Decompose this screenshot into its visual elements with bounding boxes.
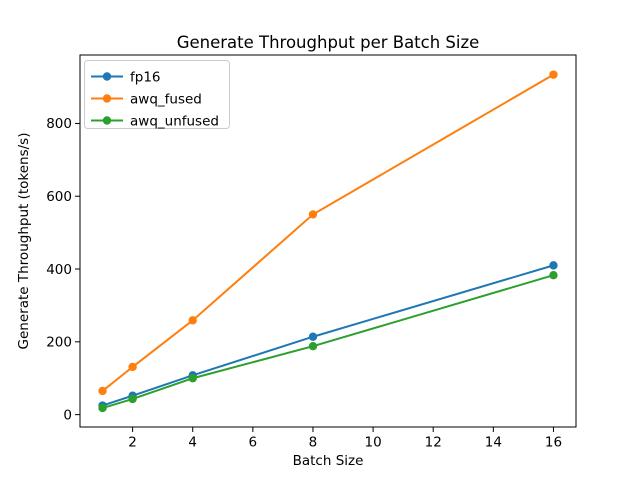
data-series [98, 70, 558, 413]
data-point-marker-awq_fused [98, 386, 107, 396]
legend-label: awq_fused [130, 91, 202, 107]
x-axis-ticks: 2 4 6 8 10 12 14 16 [128, 427, 562, 451]
data-point-marker-awq_unfused [549, 271, 558, 280]
chart-title: Generate Throughput per Batch Size [177, 33, 480, 52]
legend: fp16 awq_fused awq_unfused [84, 60, 230, 129]
data-point-marker-fp16 [308, 332, 318, 341]
data-point-marker-awq_fused [308, 210, 318, 219]
y-tick-label: 600 [46, 189, 72, 205]
data-point-marker-awq_fused [549, 70, 558, 79]
y-tick-label: 400 [46, 262, 72, 278]
y-axis-ticks: 0 200 400 600 800 [46, 116, 80, 423]
x-tick-label: 6 [249, 435, 258, 451]
y-tick-label: 800 [46, 116, 72, 132]
legend-marker [102, 72, 112, 81]
legend-marker [102, 94, 112, 103]
x-tick-label: 12 [425, 435, 442, 451]
plot-area [79, 54, 577, 428]
x-tick-label: 14 [485, 435, 502, 451]
y-tick-label: 0 [63, 407, 72, 423]
series-line-fp16 [102, 264, 554, 407]
legend-label: awq_unfused [130, 113, 219, 129]
data-point-marker-awq_unfused [128, 394, 137, 404]
data-point-marker-fp16 [549, 261, 558, 270]
y-axis-label: Generate Throughput (tokens/s) [16, 133, 32, 350]
x-tick-label: 8 [309, 435, 318, 451]
data-point-marker-awq_fused [128, 362, 137, 372]
data-point-marker-awq_fused [188, 316, 197, 325]
x-tick-label: 2 [128, 435, 137, 451]
series-line-awq_unfused [102, 274, 554, 410]
legend-label: fp16 [130, 69, 161, 85]
x-tick-label: 10 [364, 435, 381, 451]
x-axis-label: Batch Size [293, 453, 364, 469]
legend-marker [102, 116, 112, 125]
data-point-marker-awq_unfused [98, 403, 107, 413]
x-tick-label: 16 [545, 435, 562, 451]
data-point-marker-awq_unfused [188, 374, 197, 383]
data-point-marker-awq_unfused [308, 341, 318, 351]
x-tick-label: 4 [188, 435, 197, 451]
y-tick-label: 200 [46, 335, 72, 351]
